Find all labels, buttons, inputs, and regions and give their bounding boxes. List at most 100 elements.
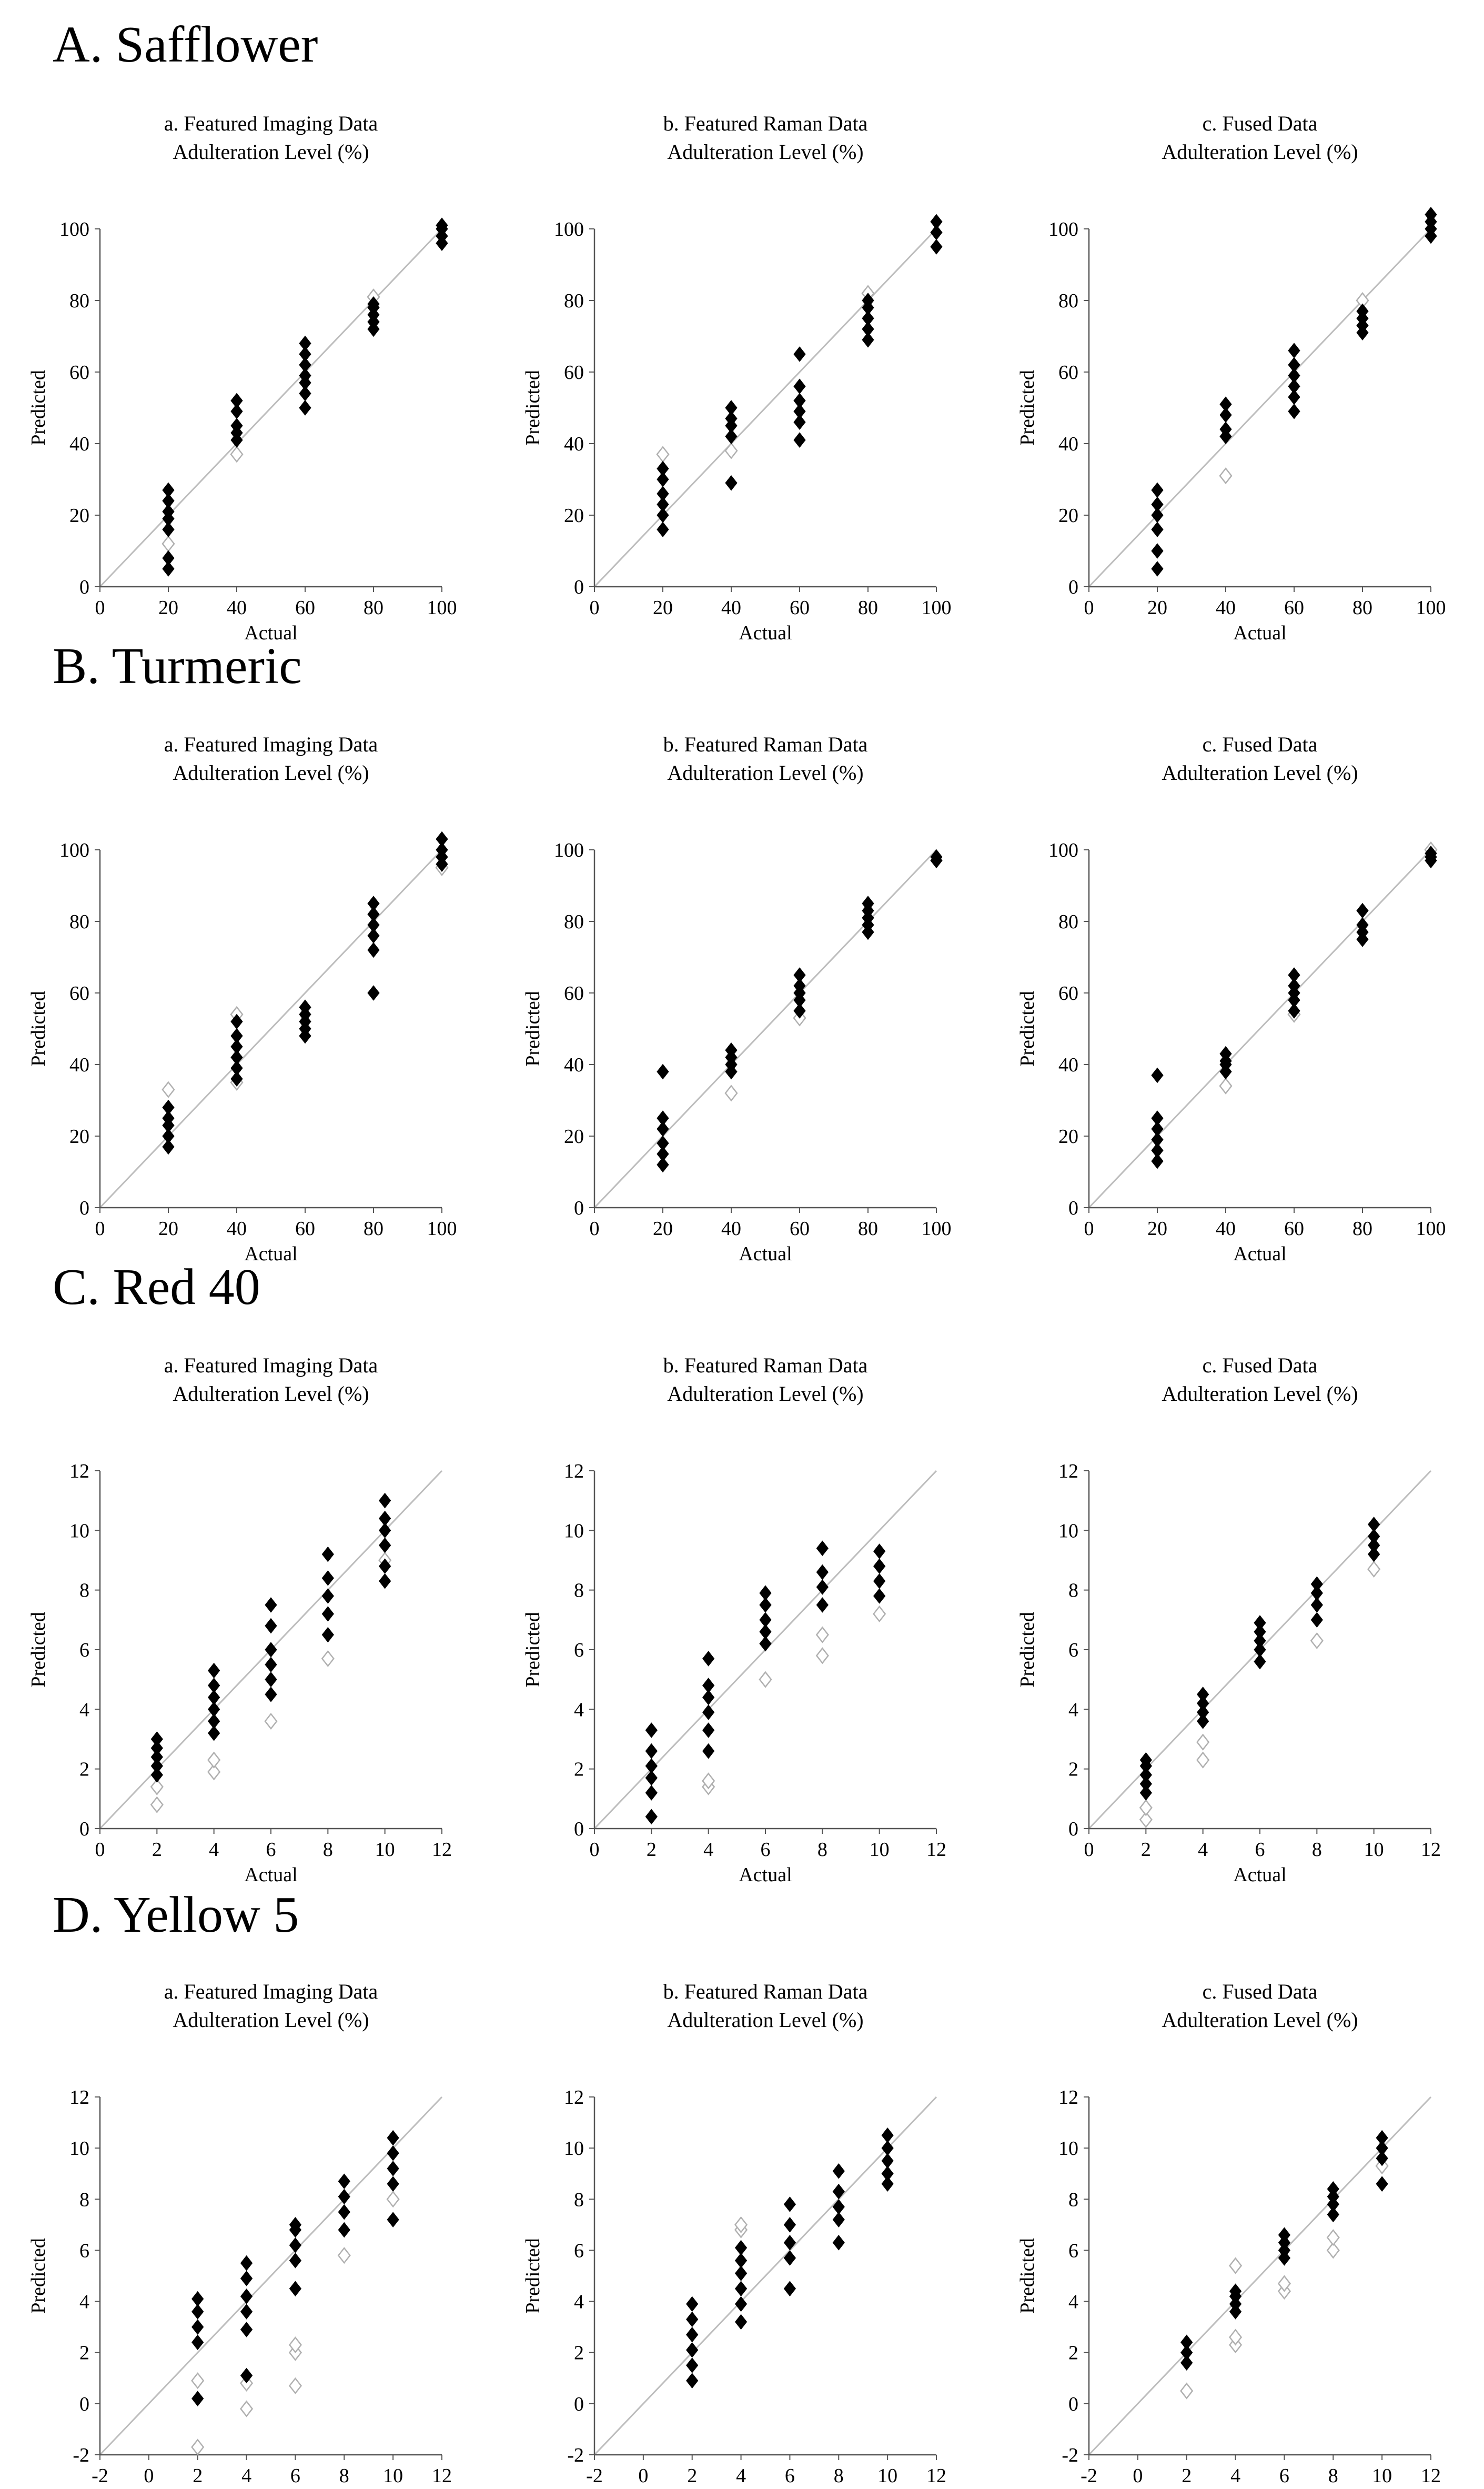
data-point-hollow-diamond (1139, 1799, 1153, 1816)
y-tick-label: 0 (1068, 576, 1078, 598)
data-point-filled-diamond (873, 1558, 886, 1574)
data-point-filled-diamond (436, 831, 448, 847)
data-point-filled-diamond (1151, 507, 1164, 523)
data-point-filled-diamond (1197, 1695, 1209, 1711)
x-tick-label: -2 (586, 2465, 603, 2487)
y-axis-label: Predicted (1016, 991, 1038, 1067)
data-point-filled-diamond (230, 1049, 243, 1066)
data-point-hollow-diamond (191, 2438, 205, 2456)
y-tick-label: 0 (1068, 2393, 1078, 2415)
data-point-filled-diamond (191, 2304, 204, 2320)
data-point-filled-diamond (208, 1725, 220, 1741)
data-point-filled-diamond (387, 2176, 399, 2192)
y-tick-label: 100 (1048, 839, 1078, 861)
data-point-filled-diamond (191, 2334, 204, 2351)
chart-subtitle: Adulteration Level (%) (1162, 761, 1358, 785)
data-point-filled-diamond (1151, 482, 1164, 498)
y-tick-label: 6 (574, 2240, 584, 2262)
data-point-filled-diamond (1327, 2181, 1339, 2197)
x-tick-label: 8 (323, 1839, 333, 1861)
data-point-filled-diamond (1139, 1752, 1152, 1768)
y-tick-label: 80 (69, 290, 89, 312)
data-point-filled-diamond (1151, 1142, 1164, 1159)
data-point-hollow-diamond (150, 1778, 164, 1795)
x-tick-label: 10 (383, 2465, 403, 2487)
data-point-hollow-diamond (724, 442, 738, 459)
data-point-filled-diamond (881, 2127, 894, 2143)
chart-subtitle: Adulteration Level (%) (667, 761, 863, 785)
data-point-filled-diamond (321, 1588, 334, 1604)
y-tick-label: 2 (1068, 2342, 1078, 2364)
y-tick-label: 20 (564, 505, 584, 527)
data-point-filled-diamond (862, 321, 874, 337)
x-axis-label: Actual (244, 1864, 297, 1886)
x-tick-label: 4 (209, 1839, 219, 1861)
data-point-filled-diamond (387, 2145, 399, 2161)
data-point-filled-diamond (1197, 1704, 1209, 1720)
y-tick-label: 20 (69, 505, 89, 527)
reference-line (593, 849, 937, 1209)
data-point-filled-diamond (265, 1671, 277, 1688)
chart-subtitle: Adulteration Level (%) (173, 761, 369, 785)
x-tick-label: 60 (790, 1218, 810, 1240)
data-point-filled-diamond (686, 2342, 699, 2358)
scatter-plot-a-a: a. Featured Imaging Data Adulteration Lev… (27, 112, 457, 644)
y-tick-label: 20 (1058, 1126, 1078, 1148)
y-tick-label: 2 (79, 2342, 89, 2364)
reference-line (99, 228, 443, 588)
y-tick-label: 40 (1058, 433, 1078, 455)
data-point-filled-diamond (162, 1099, 175, 1116)
data-point-filled-diamond (1219, 407, 1232, 423)
data-point-filled-diamond (230, 1028, 243, 1044)
y-tick-label: 40 (564, 1054, 584, 1076)
data-point-filled-diamond (299, 999, 311, 1016)
x-tick-label: 10 (877, 2465, 897, 2487)
data-point-filled-diamond (1229, 2283, 1242, 2299)
x-tick-label: 6 (1279, 2465, 1289, 2487)
data-point-hollow-diamond (815, 1647, 829, 1664)
data-point-filled-diamond (1288, 367, 1300, 384)
data-point-filled-diamond (832, 2163, 845, 2179)
data-point-filled-diamond (299, 367, 311, 384)
data-point-filled-diamond (1310, 1597, 1323, 1613)
data-point-filled-diamond (816, 1540, 829, 1557)
data-point-filled-diamond (379, 1492, 391, 1509)
data-point-filled-diamond (1368, 1517, 1380, 1532)
data-point-filled-diamond (873, 1543, 886, 1559)
data-point-filled-diamond (1356, 303, 1369, 319)
data-point-filled-diamond (289, 2217, 302, 2233)
x-tick-label: 100 (427, 1218, 457, 1240)
data-point-hollow-diamond (191, 2372, 205, 2390)
data-point-filled-diamond (725, 428, 738, 445)
x-tick-label: 2 (687, 2465, 697, 2487)
chart-title: b. Featured Raman Data (663, 112, 868, 135)
data-point-filled-diamond (1310, 1585, 1323, 1601)
y-tick-label: 0 (79, 1818, 89, 1840)
y-tick-label: 60 (1058, 982, 1078, 1005)
y-tick-label: 4 (79, 1699, 89, 1721)
y-tick-label: 10 (1058, 1520, 1078, 1542)
data-point-filled-diamond (162, 504, 175, 520)
data-point-filled-diamond (299, 335, 311, 352)
x-tick-label: 100 (922, 1218, 952, 1240)
data-point-filled-diamond (725, 1042, 738, 1058)
data-point-hollow-diamond (734, 2216, 748, 2233)
scatter-plot-a-c: c. Fused Data Adulteration Level (%) 0 20 40… (1016, 112, 1446, 644)
data-point-filled-diamond (162, 1128, 175, 1144)
x-tick-label: 12 (926, 2465, 946, 2487)
x-axis-label: Actual (739, 1243, 792, 1265)
scatter-plot-b-a: a. Featured Imaging Data Adulteration Lev… (27, 732, 457, 1265)
x-tick-label: -2 (92, 2465, 108, 2487)
scatter-plot-b-c: c. Fused Data Adulteration Level (%) 0 20 40… (1016, 732, 1446, 1265)
data-point-filled-diamond (1180, 2355, 1193, 2371)
y-tick-label: 100 (59, 218, 89, 240)
y-tick-label: 40 (564, 433, 584, 455)
data-point-filled-diamond (321, 1570, 334, 1586)
x-tick-label: 0 (590, 1218, 600, 1240)
data-point-hollow-diamond (1326, 2229, 1340, 2246)
data-point-filled-diamond (734, 2281, 748, 2297)
data-point-hollow-diamond (321, 1650, 335, 1668)
data-point-filled-diamond (832, 2183, 845, 2200)
y-tick-label: 100 (554, 839, 584, 861)
data-point-hollow-diamond (1277, 2275, 1291, 2292)
